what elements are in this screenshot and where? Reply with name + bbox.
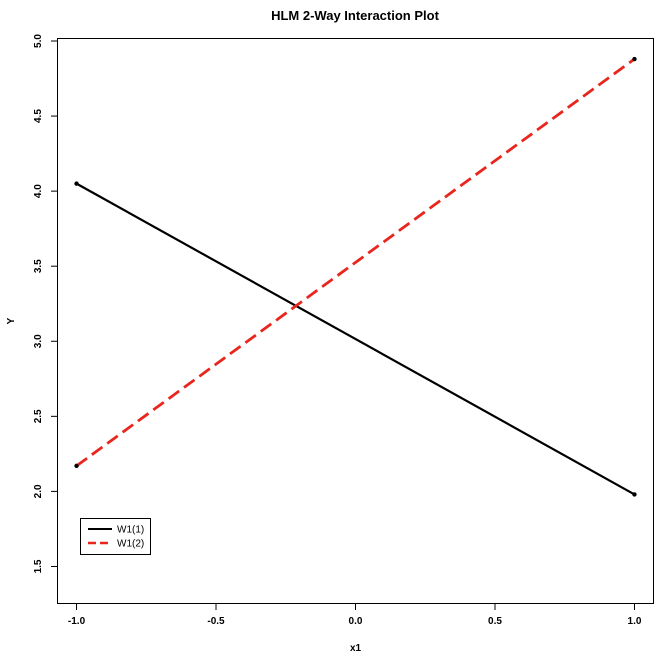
legend: W1(1) W1(2) (80, 518, 151, 555)
x-axis: -1.0 -0.5 0.0 0.5 1.0 (68, 604, 642, 627)
x-axis-label: x1 (350, 643, 362, 654)
y-axis-label: Y (6, 317, 17, 324)
y-tick-label: 4.0 (33, 184, 44, 198)
series-2-point (74, 463, 79, 469)
y-tick-label: 3.5 (33, 259, 44, 273)
x-tick-label: -1.0 (68, 616, 86, 627)
legend-label-1: W1(1) (117, 525, 144, 536)
y-tick-label: 2.0 (33, 484, 44, 498)
y-tick-label: 4.5 (33, 109, 44, 123)
y-tick-label: 3.0 (33, 334, 44, 348)
x-tick-label: 0.0 (349, 616, 363, 627)
series-layer (74, 56, 637, 497)
x-tick-label: 1.0 (628, 616, 642, 627)
series-line-2 (75, 57, 636, 468)
x-tick-label: -0.5 (207, 616, 225, 627)
y-axis: 1.5 2.0 2.5 3.0 3.5 4.0 4.5 5.0 (33, 34, 57, 573)
y-tick-label: 1.5 (33, 559, 44, 573)
series-2-point (632, 56, 637, 62)
y-tick-label: 5.0 (33, 34, 44, 48)
y-tick-label: 2.5 (33, 409, 44, 423)
x-tick-label: 0.5 (488, 616, 502, 627)
legend-label-2: W1(2) (117, 539, 144, 550)
legend-box (80, 518, 151, 555)
series-line-1 (75, 182, 636, 496)
chart-title: HLM 2-Way Interaction Plot (271, 8, 439, 23)
series-1-point (74, 181, 79, 186)
series-1-point (632, 492, 637, 497)
